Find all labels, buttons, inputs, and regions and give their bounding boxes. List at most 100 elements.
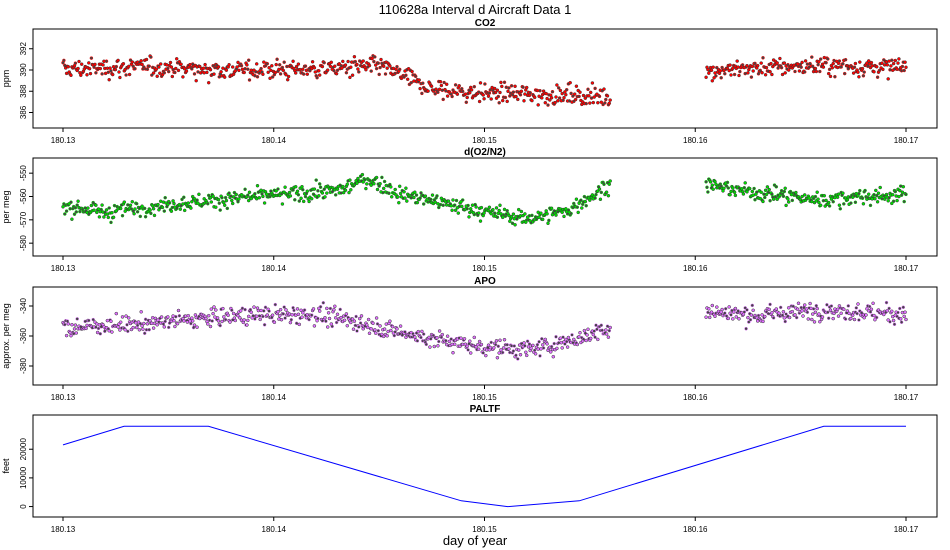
data-point [118, 320, 123, 324]
data-point [375, 322, 380, 326]
data-point [582, 194, 587, 199]
data-point [104, 59, 109, 63]
data-point [497, 101, 501, 105]
y-axis-label: feet [1, 458, 11, 474]
data-point [535, 342, 540, 347]
data-point [357, 70, 361, 74]
data-point [607, 182, 612, 186]
data-point [433, 200, 437, 204]
data-point [847, 311, 851, 316]
data-point [141, 327, 145, 331]
data-point [516, 207, 521, 212]
data-point [751, 308, 755, 313]
data-point [899, 320, 904, 324]
data-point [147, 327, 151, 332]
data-point [594, 323, 598, 327]
data-point [764, 65, 769, 70]
data-point [710, 303, 715, 308]
data-point [277, 314, 282, 318]
data-point [378, 324, 382, 328]
data-point [333, 316, 338, 320]
data-point [173, 70, 177, 75]
data-point [759, 190, 763, 194]
data-point [818, 319, 822, 324]
data-point [437, 329, 442, 333]
data-point [898, 188, 902, 193]
data-point [884, 300, 889, 305]
data-point [729, 313, 733, 317]
data-point [95, 330, 100, 335]
data-point [460, 204, 464, 209]
data-point [753, 197, 757, 202]
data-point [382, 179, 387, 184]
data-point [903, 310, 907, 314]
data-point [281, 312, 286, 316]
data-point [216, 197, 221, 202]
data-point [505, 343, 509, 347]
data-point [208, 195, 213, 200]
data-point [166, 315, 170, 319]
data-point [462, 337, 467, 341]
data-point [738, 69, 742, 74]
data-point [880, 61, 884, 65]
data-point [355, 62, 359, 67]
data-point [439, 335, 444, 340]
data-point [138, 321, 143, 326]
data-point [133, 66, 137, 71]
data-point [254, 62, 259, 66]
data-point [388, 319, 392, 323]
data-point [334, 320, 339, 325]
data-point [824, 60, 828, 65]
data-point [715, 305, 719, 309]
data-point [512, 344, 517, 348]
data-point [492, 346, 496, 350]
data-point [845, 309, 850, 313]
data-point [541, 346, 546, 350]
data-point [891, 199, 896, 204]
data-point [591, 100, 596, 105]
data-point [419, 335, 423, 340]
data-point [904, 65, 908, 70]
data-point [387, 191, 391, 196]
data-point [793, 69, 797, 74]
data-point [120, 315, 125, 319]
data-point [742, 310, 747, 314]
data-point [565, 345, 570, 349]
data-point [564, 92, 568, 97]
data-point [532, 348, 537, 353]
data-point [810, 55, 814, 59]
data-point [860, 196, 865, 201]
data-point [301, 72, 306, 76]
data-point [303, 64, 308, 68]
data-point [861, 202, 866, 206]
data-point [591, 332, 596, 337]
data-point [436, 90, 440, 95]
data-point [238, 309, 243, 313]
data-point [246, 67, 250, 71]
data-point [398, 191, 403, 196]
data-point [216, 65, 221, 69]
data-point [296, 193, 301, 197]
data-point [64, 209, 69, 213]
data-point [101, 63, 105, 67]
data-point [482, 97, 486, 101]
data-point [320, 191, 325, 195]
data-point [73, 206, 78, 210]
data-point [862, 70, 866, 74]
data-point [892, 322, 897, 327]
data-point [726, 186, 731, 190]
data-point [460, 198, 465, 202]
data-point [388, 64, 392, 68]
data-point [116, 58, 120, 63]
data-point [208, 324, 213, 329]
data-point [340, 66, 344, 70]
data-point [802, 70, 807, 74]
data-point [711, 65, 715, 69]
data-point [317, 182, 322, 186]
data-point [467, 215, 471, 219]
data-point [214, 205, 218, 209]
data-point [133, 207, 137, 211]
data-point [389, 185, 393, 189]
data-point [302, 308, 307, 312]
data-point [733, 193, 738, 198]
